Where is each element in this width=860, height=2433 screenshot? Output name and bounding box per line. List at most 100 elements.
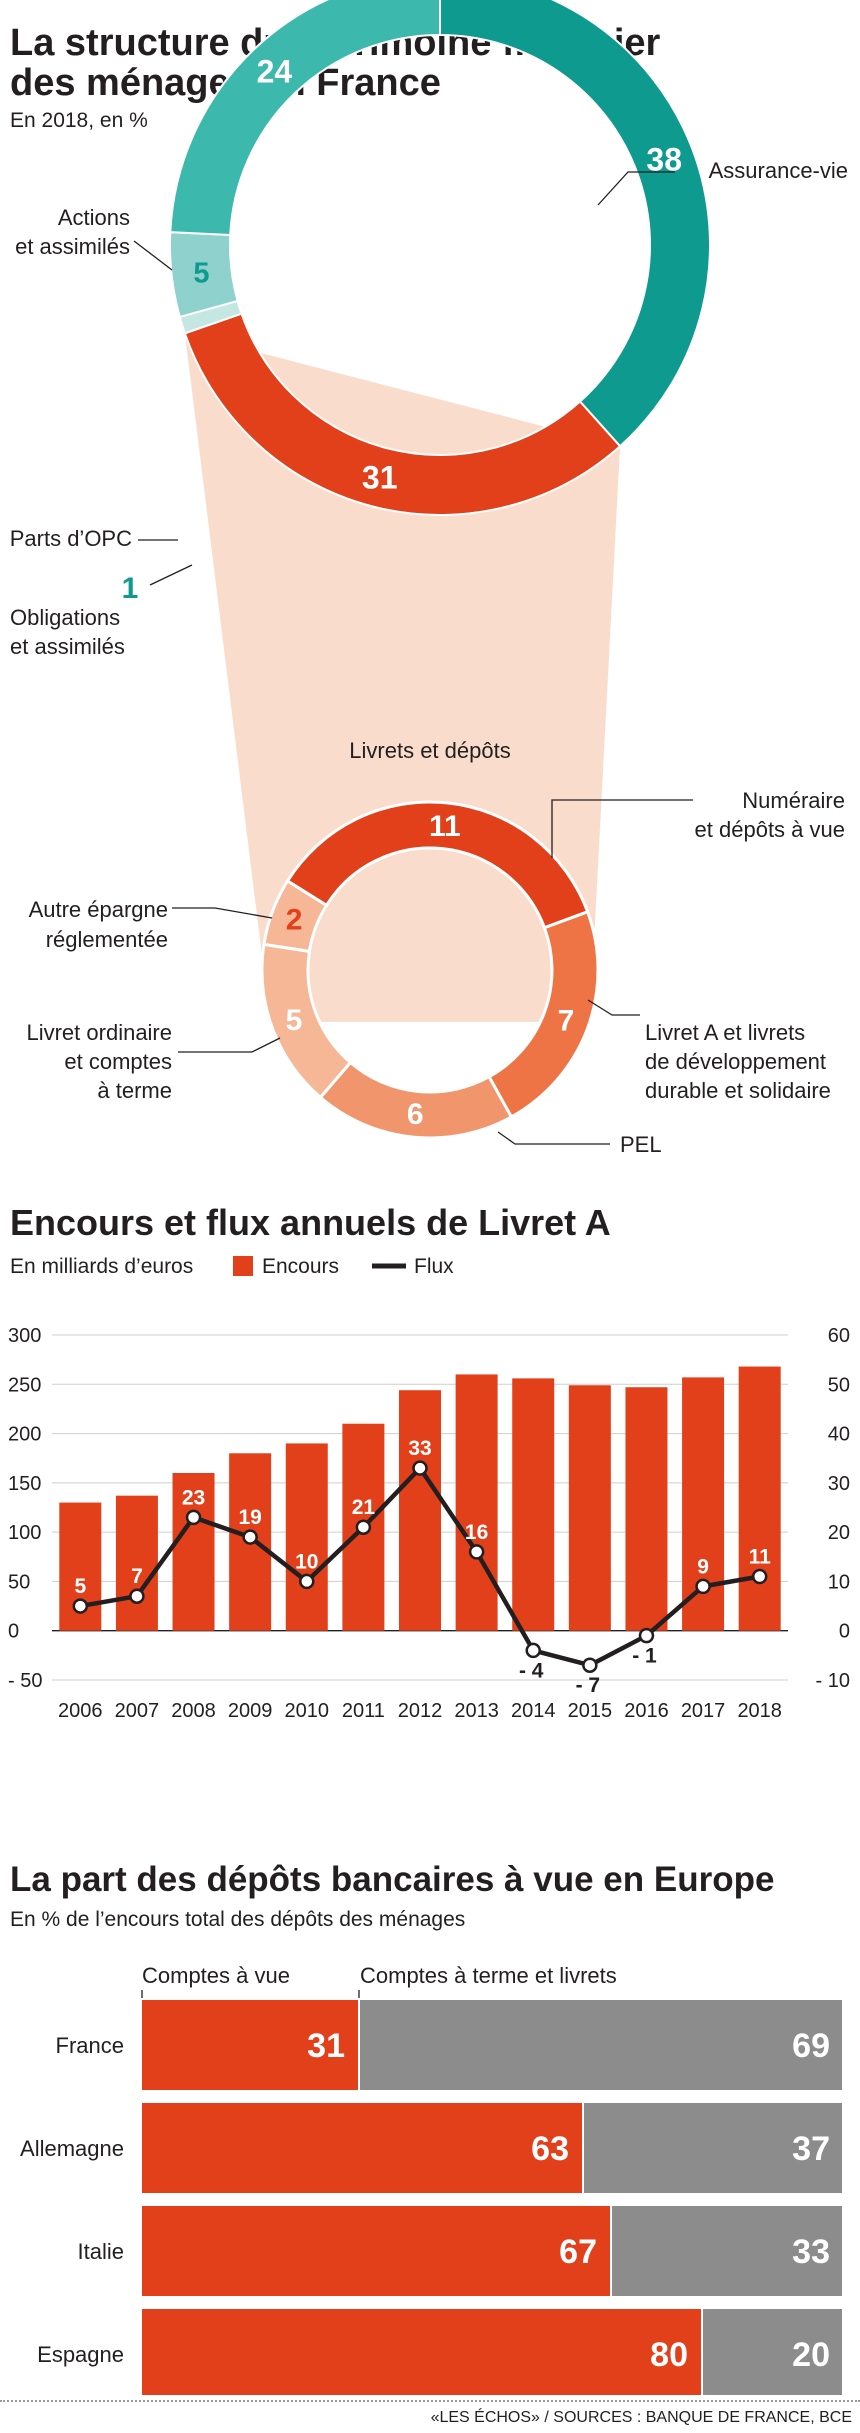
left-tick-label: 200 <box>8 1424 41 1446</box>
bar-comptes-a-terme <box>583 2103 842 2193</box>
flux-value-label: 5 <box>74 1575 86 1598</box>
flux-point <box>185 1509 202 1526</box>
flux-point <box>638 1627 655 1644</box>
flux-line: 5 7 23 19 10 21 33 16 - 4 - 7 - 1 9 11 <box>72 1437 771 1697</box>
flux-point <box>412 1460 428 1476</box>
label-actions-line1: Actions <box>58 205 130 230</box>
encours-bar <box>512 1378 555 1631</box>
flux-value-label: - 1 <box>632 1645 657 1668</box>
flux-value-label: 19 <box>238 1506 261 1529</box>
encours-bar <box>455 1374 498 1631</box>
right-tick-label: 30 <box>828 1473 850 1495</box>
value-obligations: 1 <box>122 572 139 605</box>
label-obligations-line2: et assimilés <box>10 634 125 659</box>
value-comptes-a-vue: 80 <box>650 2336 688 2374</box>
encours-bar <box>738 1366 781 1631</box>
flux-value-label: 7 <box>131 1565 143 1588</box>
stacked-bars: France 31 69 Allemagne 63 37 Italie 67 33 Espagne… <box>20 1990 842 2395</box>
inner-donut: 11 7 6 5 2 <box>260 800 600 1140</box>
value-comptes-a-vue: 63 <box>531 2130 569 2168</box>
right-tick-label: 20 <box>828 1522 850 1544</box>
label-livret-ordinaire-line3: à terme <box>97 1078 172 1103</box>
flux-value-label: 16 <box>465 1521 488 1544</box>
value-livret-a-et-livrets: 7 <box>558 1005 575 1038</box>
country-label: Allemagne <box>20 2136 124 2161</box>
slice-actions-et-assimiles <box>169 0 441 237</box>
country-label: Espagne <box>37 2342 124 2367</box>
flux-value-label: 21 <box>352 1496 376 1519</box>
x-tick-label: 2009 <box>228 1700 273 1722</box>
encours-bars <box>59 1366 781 1631</box>
x-tick-label: 2015 <box>568 1700 613 1722</box>
source-footer: «LES ÉCHOS» / SOURCES : BANQUE DE FRANCE… <box>0 2400 860 2433</box>
flux-point <box>468 1544 485 1560</box>
x-tick-label: 2008 <box>171 1700 216 1722</box>
inner-donut-title: Livrets et dépôts <box>349 738 510 763</box>
depots-europe-chart: La part des dépôts bancaires à vue en Eu… <box>10 1860 842 2395</box>
right-tick-label: 50 <box>828 1374 850 1396</box>
leader-line <box>172 907 273 919</box>
x-tick-label: 2016 <box>624 1700 669 1722</box>
encours-bar <box>399 1390 441 1631</box>
country-label: Italie <box>78 2239 124 2264</box>
leader-line <box>133 240 173 271</box>
flux-value-label: 9 <box>697 1555 709 1578</box>
series-label-comptes-a-terme: Comptes à terme et livrets <box>360 1963 617 1988</box>
label-obligations-line1: Obligations <box>10 605 120 630</box>
x-tick-label: 2018 <box>737 1700 782 1722</box>
leader-line <box>178 1037 281 1053</box>
x-tick-label: 2010 <box>285 1700 330 1722</box>
value-pel: 6 <box>407 1098 424 1131</box>
flux-value-label: 10 <box>295 1550 318 1573</box>
country-label: France <box>56 2033 124 2058</box>
value-comptes-a-terme: 20 <box>792 2336 830 2374</box>
flux-value-label: - 7 <box>576 1674 601 1697</box>
left-tick-label: 100 <box>8 1522 41 1544</box>
value-livrets-et-depots: 31 <box>362 459 398 495</box>
footer-divider <box>0 2400 860 2402</box>
label-numeraire-line1: Numéraire <box>742 788 845 813</box>
label-livret-a-line3: durable et solidaire <box>645 1078 831 1103</box>
label-livret-ordinaire-line1: Livret ordinaire <box>26 1020 172 1045</box>
source-text: «LES ÉCHOS» / SOURCES : BANQUE DE FRANCE… <box>430 2409 852 2426</box>
value-numeraire: 11 <box>429 810 461 843</box>
label-autre-epargne-line1: Autre épargne <box>29 897 168 922</box>
label-assurance-vie: Assurance-vie <box>709 158 848 183</box>
patrimoine-donut-chart: La structure du patrimoine financier des… <box>10 0 848 1157</box>
value-comptes-a-vue: 67 <box>559 2233 597 2271</box>
value-parts-d-opc: 5 <box>193 258 209 290</box>
label-parts-opc: Parts d’OPC <box>10 526 132 551</box>
left-tick-label: - 50 <box>8 1670 42 1692</box>
value-autre-epargne: 2 <box>286 903 303 936</box>
x-tick-label: 2014 <box>511 1700 556 1722</box>
x-tick-label: 2013 <box>454 1700 499 1722</box>
left-tick-label: 50 <box>8 1571 30 1593</box>
x-tick-label: 2007 <box>115 1700 160 1722</box>
encours-bar <box>625 1387 668 1631</box>
leader-line <box>149 564 193 586</box>
value-comptes-a-terme: 69 <box>792 2027 830 2065</box>
bar-comptes-a-vue <box>142 2000 359 2090</box>
legend-encours-label: Encours <box>262 1255 339 1278</box>
flux-point <box>129 1588 145 1604</box>
chart1-subtitle: En 2018, en % <box>10 109 148 132</box>
x-tick-label: 2017 <box>681 1700 726 1722</box>
bar-comptes-a-terme <box>611 2206 842 2296</box>
label-numeraire-line2: et dépôts à vue <box>695 817 845 842</box>
legend-flux-label: Flux <box>414 1255 454 1278</box>
bar-comptes-a-terme <box>702 2309 842 2395</box>
leader-lines <box>133 171 693 1145</box>
chart3-subtitle: En % de l’encours total des dépôts des m… <box>10 1908 465 1931</box>
x-tick-label: 2006 <box>58 1700 103 1722</box>
leader-line <box>587 999 640 1016</box>
value-comptes-a-terme: 33 <box>792 2233 830 2271</box>
label-livret-a-line1: Livret A et livrets <box>645 1020 805 1045</box>
right-tick-label: - 10 <box>816 1670 850 1692</box>
value-livret-ordinaire: 5 <box>286 1004 303 1037</box>
x-tick-label: 2012 <box>398 1700 443 1722</box>
leader-line <box>597 171 675 206</box>
left-tick-label: 300 <box>8 1325 41 1347</box>
flux-value-label: 33 <box>408 1437 431 1460</box>
